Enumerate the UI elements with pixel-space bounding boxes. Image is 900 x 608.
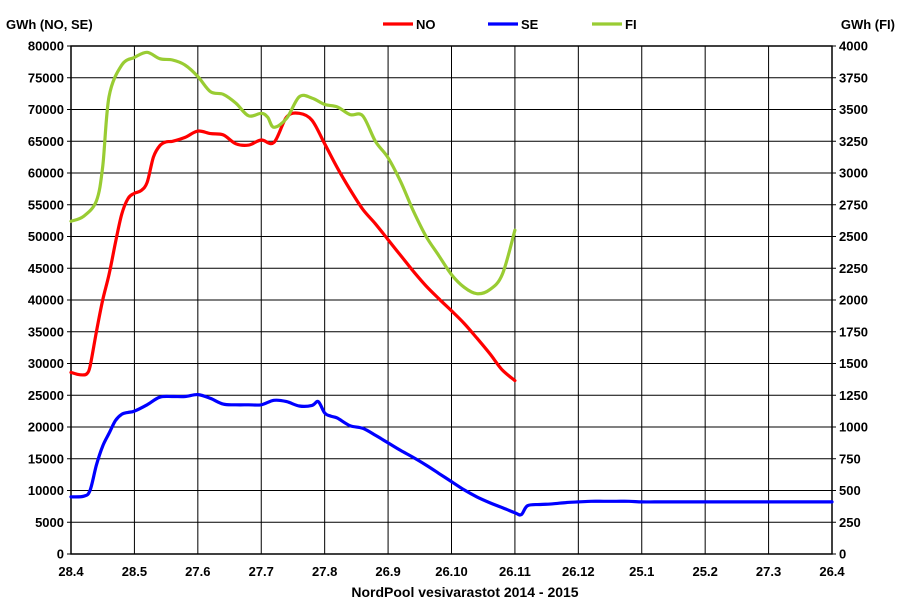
x-axis: 28.4 28.5 27.6 27.7 27.8 26.9 26.10 26.11 26.12 2… <box>58 564 845 579</box>
legend: NO SE FI <box>383 17 637 32</box>
x-tick-label: 28.5 <box>122 564 147 579</box>
left-axis: 0 5000 10000 15000 20000 25000 30000 35000 40000… <box>28 39 71 562</box>
right-tick-label: 3750 <box>839 70 868 85</box>
x-tick-label: 26.12 <box>562 564 595 579</box>
legend-label: FI <box>625 17 637 32</box>
x-tick-label: 26.4 <box>819 564 845 579</box>
right-tick-label: 1000 <box>839 420 868 435</box>
left-tick-label: 35000 <box>28 324 64 339</box>
x-tick-label: 26.11 <box>499 564 531 579</box>
right-axis: 0 250 500 750 1000 1250 1500 1750 2000 2250 2500 27… <box>832 39 868 562</box>
left-tick-label: 45000 <box>28 261 64 276</box>
x-axis-title: NordPool vesivarastot 2014 - 2015 <box>351 584 578 600</box>
right-tick-label: 250 <box>839 515 861 530</box>
left-tick-label: 80000 <box>28 39 64 54</box>
left-tick-label: 15000 <box>28 451 64 466</box>
right-tick-label: 2500 <box>839 229 868 244</box>
right-tick-label: 1500 <box>839 356 868 371</box>
right-tick-label: 3250 <box>839 134 868 149</box>
x-tick-label: 26.9 <box>375 564 400 579</box>
x-tick-label: 26.10 <box>435 564 468 579</box>
left-tick-label: 70000 <box>28 102 64 117</box>
left-tick-label: 40000 <box>28 293 64 308</box>
x-tick-label: 27.8 <box>312 564 337 579</box>
legend-item-no: NO <box>383 17 436 32</box>
right-tick-label: 500 <box>839 483 861 498</box>
right-tick-label: 3000 <box>839 166 868 181</box>
left-tick-label: 25000 <box>28 388 64 403</box>
series-lines <box>69 50 834 517</box>
right-tick-label: 0 <box>839 547 846 562</box>
legend-item-se: SE <box>488 17 539 32</box>
right-tick-label: 2750 <box>839 197 868 212</box>
left-tick-label: 75000 <box>28 70 64 85</box>
right-tick-label: 750 <box>839 451 861 466</box>
series-line-fi <box>69 50 517 296</box>
right-tick-label: 3500 <box>839 102 868 117</box>
legend-label: NO <box>416 17 436 32</box>
x-tick-label: 27.7 <box>249 564 274 579</box>
right-tick-label: 1250 <box>839 388 868 403</box>
right-tick-label: 2250 <box>839 261 868 276</box>
x-tick-label: 25.2 <box>693 564 718 579</box>
x-tick-label: 27.3 <box>756 564 781 579</box>
left-axis-title: GWh (NO, SE) <box>6 17 93 32</box>
legend-item-fi: FI <box>592 17 637 32</box>
legend-label: SE <box>521 17 539 32</box>
left-tick-label: 55000 <box>28 197 64 212</box>
left-tick-label: 60000 <box>28 166 64 181</box>
left-tick-label: 30000 <box>28 356 64 371</box>
right-tick-label: 2000 <box>839 293 868 308</box>
right-axis-title: GWh (FI) <box>841 17 895 32</box>
x-tick-label: 25.1 <box>629 564 654 579</box>
x-tick-label: 27.6 <box>185 564 210 579</box>
left-tick-label: 65000 <box>28 134 64 149</box>
left-tick-label: 5000 <box>35 515 64 530</box>
right-tick-label: 1750 <box>839 324 868 339</box>
left-tick-label: 50000 <box>28 229 64 244</box>
series-line-no <box>69 111 517 383</box>
right-tick-label: 4000 <box>839 39 868 54</box>
left-tick-label: 10000 <box>28 483 64 498</box>
left-tick-label: 20000 <box>28 420 64 435</box>
x-tick-label: 28.4 <box>58 564 84 579</box>
series-line-se <box>69 392 834 517</box>
grid <box>70 45 833 555</box>
left-tick-label: 0 <box>57 547 64 562</box>
